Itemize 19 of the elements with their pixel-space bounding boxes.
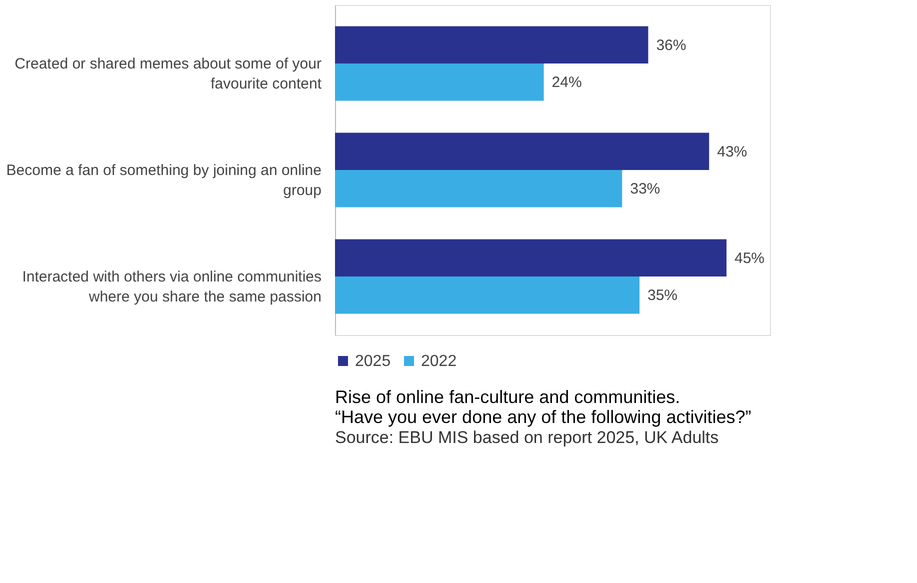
bar <box>335 64 544 101</box>
data-label: 36% <box>656 36 686 54</box>
data-label: 43% <box>717 143 748 160</box>
legend-label: 2025 <box>355 353 391 370</box>
bar <box>335 276 640 314</box>
y-tick-label: Become a fan of something by joining an online group <box>6 162 322 199</box>
data-label: 33% <box>630 180 660 198</box>
source-note: Source: EBU MIS based on report 2025, UK Adults <box>335 428 719 447</box>
data-label: 35% <box>648 287 678 304</box>
data-label: 24% <box>552 74 582 92</box>
text: Rise of online fan-culture and communities. “Have you ever done any of the following activities?” <box>335 387 752 427</box>
bar <box>335 239 726 276</box>
bar <box>335 170 622 208</box>
data-label: 45% <box>734 250 765 267</box>
y-tick-label: Interacted with others via online communities where you share the same passion <box>22 268 322 306</box>
bar <box>335 132 710 170</box>
y-tick-label: Created or shared memes about some of your favourite content <box>14 56 322 93</box>
bar <box>335 26 648 64</box>
legend-label: 2022 <box>421 353 457 370</box>
